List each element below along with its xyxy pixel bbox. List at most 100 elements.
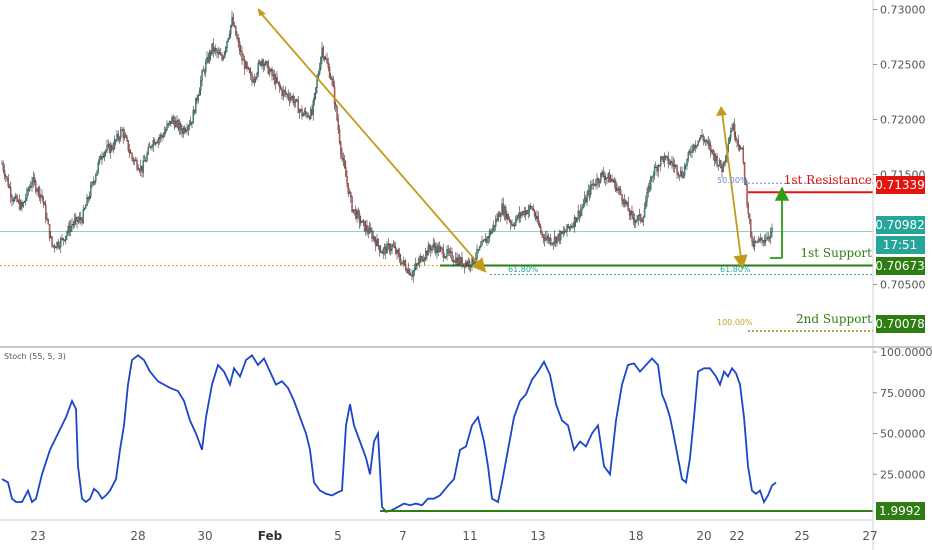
- stoch-tick-label: 100.0000: [880, 346, 932, 359]
- candle: [392, 239, 395, 248]
- candle: [215, 44, 217, 56]
- candle: [225, 46, 227, 56]
- candle: [603, 171, 606, 184]
- time-tick-label: 7: [399, 529, 407, 543]
- candle: [20, 199, 22, 211]
- candle: [271, 66, 273, 81]
- candle: [462, 263, 465, 268]
- candle: [86, 194, 88, 207]
- svg-text:0.70673: 0.70673: [875, 259, 925, 273]
- candle: [323, 56, 326, 62]
- candle: [386, 240, 388, 254]
- candle: [41, 189, 43, 201]
- candle: [667, 151, 670, 169]
- candle: [722, 161, 725, 173]
- candle: [186, 123, 188, 135]
- candle: [171, 115, 173, 124]
- candle: [590, 180, 592, 199]
- fib-100-label: 100.00%: [717, 318, 753, 327]
- candle: [633, 213, 636, 228]
- candle: [413, 263, 416, 276]
- candle: [437, 242, 440, 257]
- candle: [21, 199, 23, 212]
- candle: [187, 124, 190, 137]
- candle: [512, 222, 515, 227]
- candle: [133, 158, 136, 166]
- candle: [320, 56, 322, 71]
- candle: [621, 194, 623, 207]
- candle: [98, 156, 101, 166]
- candle: [623, 194, 626, 208]
- candle: [548, 236, 551, 245]
- candle: [231, 10, 233, 28]
- candle: [135, 156, 137, 162]
- candle: [495, 215, 497, 231]
- candle: [411, 269, 413, 281]
- candle: [148, 141, 151, 148]
- candle: [112, 142, 115, 154]
- candle: [567, 223, 570, 230]
- candle: [561, 230, 563, 235]
- candle: [571, 222, 573, 230]
- candle: [153, 138, 156, 145]
- candle: [755, 239, 757, 243]
- candle: [263, 61, 266, 71]
- candle: [762, 239, 765, 247]
- candle: [257, 59, 260, 78]
- candle: [347, 182, 350, 197]
- stochastic-pane[interactable]: [1, 353, 873, 513]
- candle: [37, 186, 40, 198]
- candle: [275, 73, 277, 90]
- candle: [711, 149, 713, 155]
- candle: [35, 179, 37, 194]
- candle: [327, 57, 330, 72]
- candle: [657, 163, 660, 178]
- candle: [293, 95, 296, 108]
- candle: [368, 221, 371, 234]
- candle: [460, 256, 462, 266]
- candle: [682, 172, 685, 179]
- candle: [410, 272, 412, 276]
- candle: [85, 203, 87, 209]
- candle: [57, 238, 60, 250]
- candle: [396, 248, 398, 260]
- candle: [146, 151, 148, 163]
- price-tick-label: 0.70500: [880, 279, 926, 292]
- candle: [13, 195, 16, 203]
- candle: [300, 108, 302, 113]
- time-tick-label: 20: [696, 529, 711, 543]
- candle: [100, 154, 102, 160]
- candle: [702, 133, 705, 146]
- support1-price-badge: 0.70673: [875, 257, 925, 275]
- candle: [262, 58, 265, 73]
- candle: [138, 167, 141, 174]
- candle: [246, 60, 248, 72]
- candle: [625, 199, 627, 207]
- candle: [531, 205, 533, 211]
- candle: [328, 63, 331, 79]
- candle: [578, 210, 581, 223]
- candle: [371, 227, 373, 243]
- candle: [247, 66, 250, 71]
- candle: [507, 213, 510, 221]
- candle: [705, 139, 707, 146]
- candle: [756, 241, 758, 244]
- candle: [131, 152, 133, 162]
- candle: [427, 241, 430, 256]
- candle: [235, 25, 237, 36]
- time-tick-label: 11: [462, 529, 477, 543]
- candle: [677, 171, 680, 179]
- candle: [678, 174, 681, 181]
- price-pane[interactable]: [0, 8, 873, 332]
- candle: [560, 230, 562, 245]
- time-tick-label: 28: [130, 529, 145, 543]
- candle: [703, 136, 706, 144]
- candle: [746, 180, 748, 209]
- candle: [125, 131, 127, 138]
- candle: [631, 205, 633, 220]
- candle: [686, 158, 688, 171]
- candle: [150, 145, 152, 150]
- candle: [123, 128, 126, 141]
- candle: [418, 255, 421, 269]
